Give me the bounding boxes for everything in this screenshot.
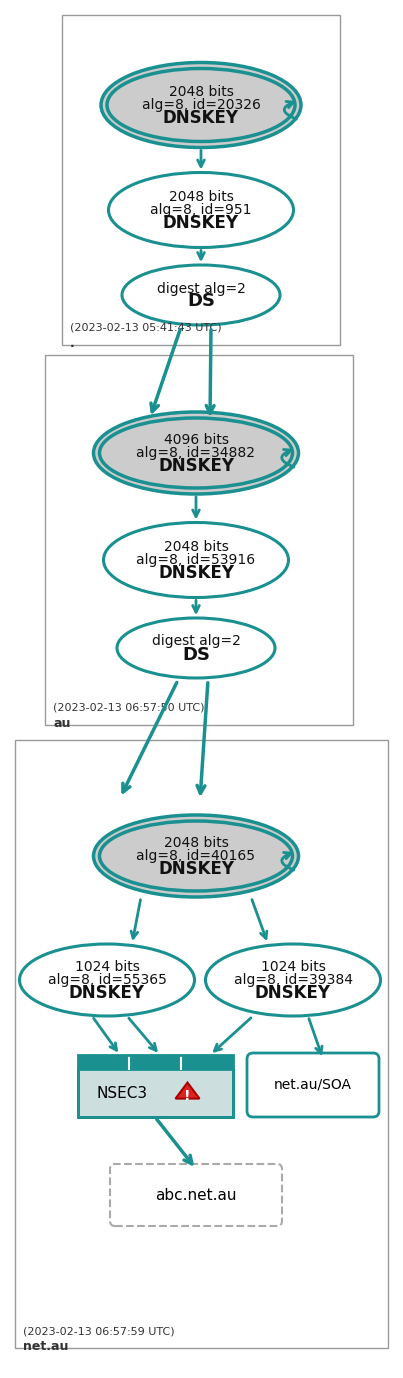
Ellipse shape <box>19 944 195 1016</box>
Text: 2048 bits: 2048 bits <box>168 85 233 99</box>
Text: digest alg=2: digest alg=2 <box>152 634 241 649</box>
Text: .: . <box>70 338 75 350</box>
Text: abc.net.au: abc.net.au <box>155 1188 237 1203</box>
Text: DNSKEY: DNSKEY <box>158 457 234 475</box>
Text: alg=8, id=951: alg=8, id=951 <box>150 203 252 216</box>
Text: 2048 bits: 2048 bits <box>168 190 233 204</box>
Text: au: au <box>53 717 71 730</box>
Text: DS: DS <box>182 645 210 663</box>
Text: (2023-02-13 05:41:43 UTC): (2023-02-13 05:41:43 UTC) <box>70 322 222 333</box>
Ellipse shape <box>101 62 301 147</box>
Text: alg=8, id=34882: alg=8, id=34882 <box>137 446 256 460</box>
Text: DNSKEY: DNSKEY <box>163 109 239 127</box>
Text: NSEC3: NSEC3 <box>97 1086 148 1101</box>
Text: alg=8, id=20326: alg=8, id=20326 <box>141 98 260 112</box>
Text: 2048 bits: 2048 bits <box>164 540 229 554</box>
Bar <box>77 1056 233 1118</box>
Text: digest alg=2: digest alg=2 <box>156 281 245 295</box>
Text: DNSKEY: DNSKEY <box>158 860 234 878</box>
Ellipse shape <box>206 944 380 1016</box>
Text: (2023-02-13 06:57:59 UTC): (2023-02-13 06:57:59 UTC) <box>23 1326 174 1337</box>
Bar <box>45 356 353 725</box>
Ellipse shape <box>93 814 299 897</box>
Text: alg=8, id=53916: alg=8, id=53916 <box>137 553 256 566</box>
Text: alg=8, id=39384: alg=8, id=39384 <box>233 973 353 987</box>
Bar <box>77 1056 233 1069</box>
Text: 1024 bits: 1024 bits <box>75 960 139 974</box>
Text: DNSKEY: DNSKEY <box>163 214 239 232</box>
Text: DNSKEY: DNSKEY <box>255 984 331 1002</box>
Polygon shape <box>175 1083 199 1098</box>
Text: alg=8, id=55365: alg=8, id=55365 <box>48 973 166 987</box>
Ellipse shape <box>108 172 293 248</box>
Text: 1024 bits: 1024 bits <box>261 960 326 974</box>
Bar <box>77 1069 233 1118</box>
Text: net.au: net.au <box>23 1339 69 1353</box>
Ellipse shape <box>104 522 289 598</box>
Text: DNSKEY: DNSKEY <box>158 564 234 582</box>
FancyBboxPatch shape <box>247 1053 379 1118</box>
Ellipse shape <box>93 412 299 493</box>
Text: DS: DS <box>187 292 215 310</box>
Ellipse shape <box>117 617 275 678</box>
Text: net.au/SOA: net.au/SOA <box>274 1078 352 1091</box>
Text: DNSKEY: DNSKEY <box>69 984 145 1002</box>
Text: (2023-02-13 06:57:50 UTC): (2023-02-13 06:57:50 UTC) <box>53 703 204 712</box>
FancyBboxPatch shape <box>110 1164 282 1226</box>
Bar <box>15 740 388 1348</box>
Text: 4096 bits: 4096 bits <box>164 433 229 446</box>
Text: alg=8, id=40165: alg=8, id=40165 <box>137 849 256 863</box>
Text: 2048 bits: 2048 bits <box>164 836 229 850</box>
Ellipse shape <box>122 265 280 325</box>
Bar <box>62 15 340 344</box>
Text: !: ! <box>184 1089 191 1102</box>
